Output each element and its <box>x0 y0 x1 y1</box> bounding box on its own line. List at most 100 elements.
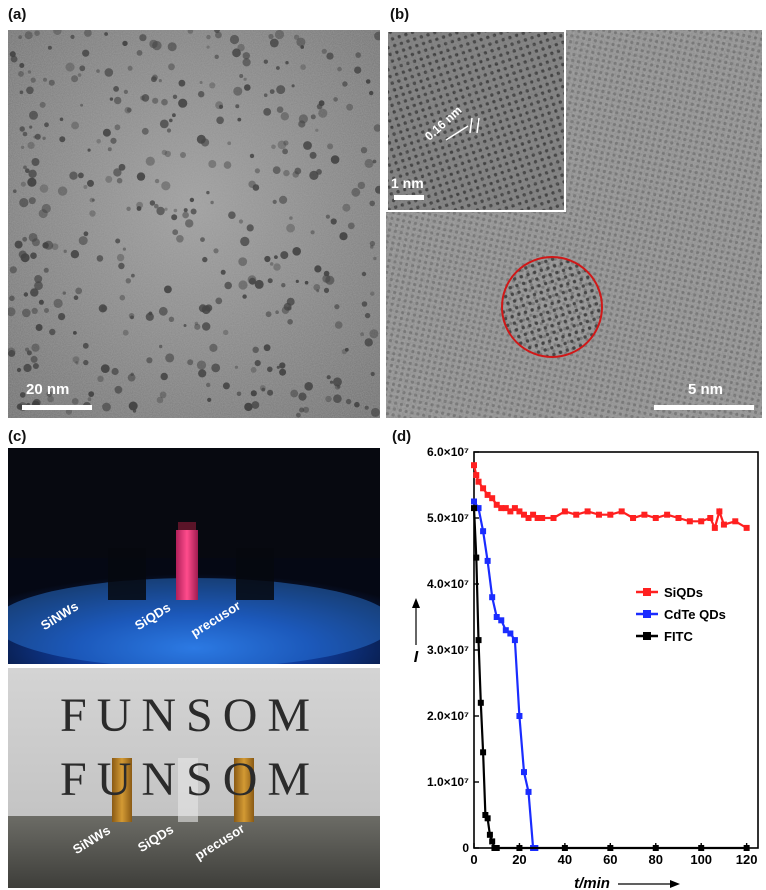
nanoparticle-dot <box>333 97 338 102</box>
nanoparticle-dot <box>49 328 56 336</box>
y-tick-label: 0 <box>462 841 469 855</box>
nanoparticle-dot <box>222 382 230 390</box>
nanoparticle-dot <box>268 33 274 40</box>
nanoparticle-dot <box>19 63 25 68</box>
x-tick-label: 20 <box>512 852 526 867</box>
scalebar-label-b: 5 nm <box>688 381 724 398</box>
nanoparticle-dot <box>304 382 314 391</box>
nanoparticle-dot <box>238 257 248 266</box>
data-point <box>486 831 493 838</box>
data-point <box>652 845 659 851</box>
nanoparticle-dot <box>325 214 330 219</box>
nanoparticle-dot <box>87 179 94 187</box>
nanoparticle-dot <box>78 236 88 246</box>
vial-precursor-day <box>234 758 254 822</box>
nanoparticle-dot <box>102 402 111 412</box>
data-point <box>698 518 705 525</box>
nanoparticle-dot <box>72 356 80 363</box>
vial-siqds-uv <box>176 530 198 600</box>
nanoparticle-dot <box>316 103 323 110</box>
nanoparticle-dot <box>330 218 337 225</box>
nanoparticle-dot <box>30 355 38 363</box>
nanoparticle-dot <box>223 329 229 336</box>
nanoparticle-dot <box>333 394 342 404</box>
nanoparticle-dot <box>16 403 23 410</box>
nanoparticle-dot <box>79 65 86 72</box>
nanoparticle-dot <box>9 266 17 274</box>
nanoparticle-dot <box>69 171 78 180</box>
nanoparticle-dot <box>274 30 285 40</box>
nanoparticle-dot <box>145 156 155 166</box>
nanoparticle-dot <box>354 66 362 74</box>
nanoparticle-dot <box>104 68 114 77</box>
y-tick-label: 2.0×10⁷ <box>427 709 469 723</box>
nanoparticle-dot <box>339 232 348 241</box>
data-point <box>473 554 480 561</box>
data-point <box>480 528 487 535</box>
nanoparticle-dot <box>318 108 328 118</box>
nanoparticle-dot <box>168 316 175 322</box>
nanoparticle-dot <box>28 233 38 242</box>
nanoparticle-dot <box>34 133 41 140</box>
nanoparticle-dot <box>265 311 272 318</box>
nanoparticle-dot <box>211 363 221 373</box>
nanoparticle-dot <box>249 153 255 159</box>
nanoparticle-dot <box>309 170 319 180</box>
nanoparticle-dot <box>152 97 159 104</box>
x-axis-arrowhead <box>670 880 680 888</box>
nanoparticle-dot <box>126 206 131 211</box>
nanoparticle-dot <box>215 297 223 305</box>
nanoparticle-dot <box>228 211 236 219</box>
nanoparticle-dot <box>370 245 374 249</box>
nanoparticle-dot <box>354 401 360 408</box>
data-point <box>711 524 718 531</box>
nanoparticle-dot <box>238 280 248 290</box>
nanoparticle-dot <box>277 140 287 150</box>
hrtem-image-b: 1 nm 0.16 nm 5 nm <box>386 30 762 418</box>
nanoparticle-dot <box>206 190 210 195</box>
nanoparticle-dot <box>272 166 281 175</box>
y-axis-label: I <box>414 649 419 666</box>
data-point <box>489 838 496 845</box>
scalebar-label-a: 20 nm <box>26 381 70 398</box>
nanoparticle-dot <box>80 103 84 107</box>
nanoparticle-dot <box>285 61 289 65</box>
nanoparticle-dot <box>27 141 35 149</box>
nanoparticle-dot <box>248 277 256 285</box>
nanoparticle-dot <box>151 76 157 83</box>
nanoparticle-dot <box>327 143 334 150</box>
nanoparticle-dot <box>263 108 272 116</box>
legend-label: SiQDs <box>664 585 703 600</box>
nanoparticle-dot <box>254 279 264 289</box>
y-tick-label: 5.0×10⁷ <box>427 511 469 525</box>
nanoparticle-dot <box>361 301 368 307</box>
nanoparticle-dot <box>351 187 361 197</box>
nanoparticle-dot <box>334 304 340 310</box>
nanoparticle-dot <box>30 252 37 259</box>
y-tick-label: 6.0×10⁷ <box>427 445 469 459</box>
nanoparticle-dot <box>53 298 63 308</box>
nanoparticle-dot <box>168 63 175 71</box>
nanoparticle-dot <box>70 250 80 259</box>
series-line-cdte-qds <box>473 500 536 850</box>
uv-photo-drawing <box>8 448 380 664</box>
nanoparticle-dot <box>44 308 49 313</box>
nanoparticle-dot <box>34 281 43 291</box>
nanoparticle-dot <box>369 240 376 247</box>
nanoparticle-dot <box>296 37 306 47</box>
nanoparticle-dot <box>263 59 268 64</box>
nanoparticle-dot <box>210 200 214 205</box>
nanoparticle-dot <box>370 371 375 377</box>
nanoparticle-dot <box>159 391 167 399</box>
nanoparticle-dot <box>194 321 199 326</box>
nanoparticle-dot <box>372 159 377 164</box>
nanoparticle-dot <box>9 295 15 302</box>
nanoparticle-dot <box>344 347 349 352</box>
nanoparticle-dot <box>20 181 26 187</box>
nanoparticle-dot <box>202 256 208 263</box>
data-point <box>550 515 557 521</box>
nanoparticle-dot <box>205 304 213 312</box>
nanoparticle-dot <box>187 359 194 366</box>
panel-label-d: (d) <box>392 428 412 445</box>
nanoparticle-dot <box>23 165 27 170</box>
